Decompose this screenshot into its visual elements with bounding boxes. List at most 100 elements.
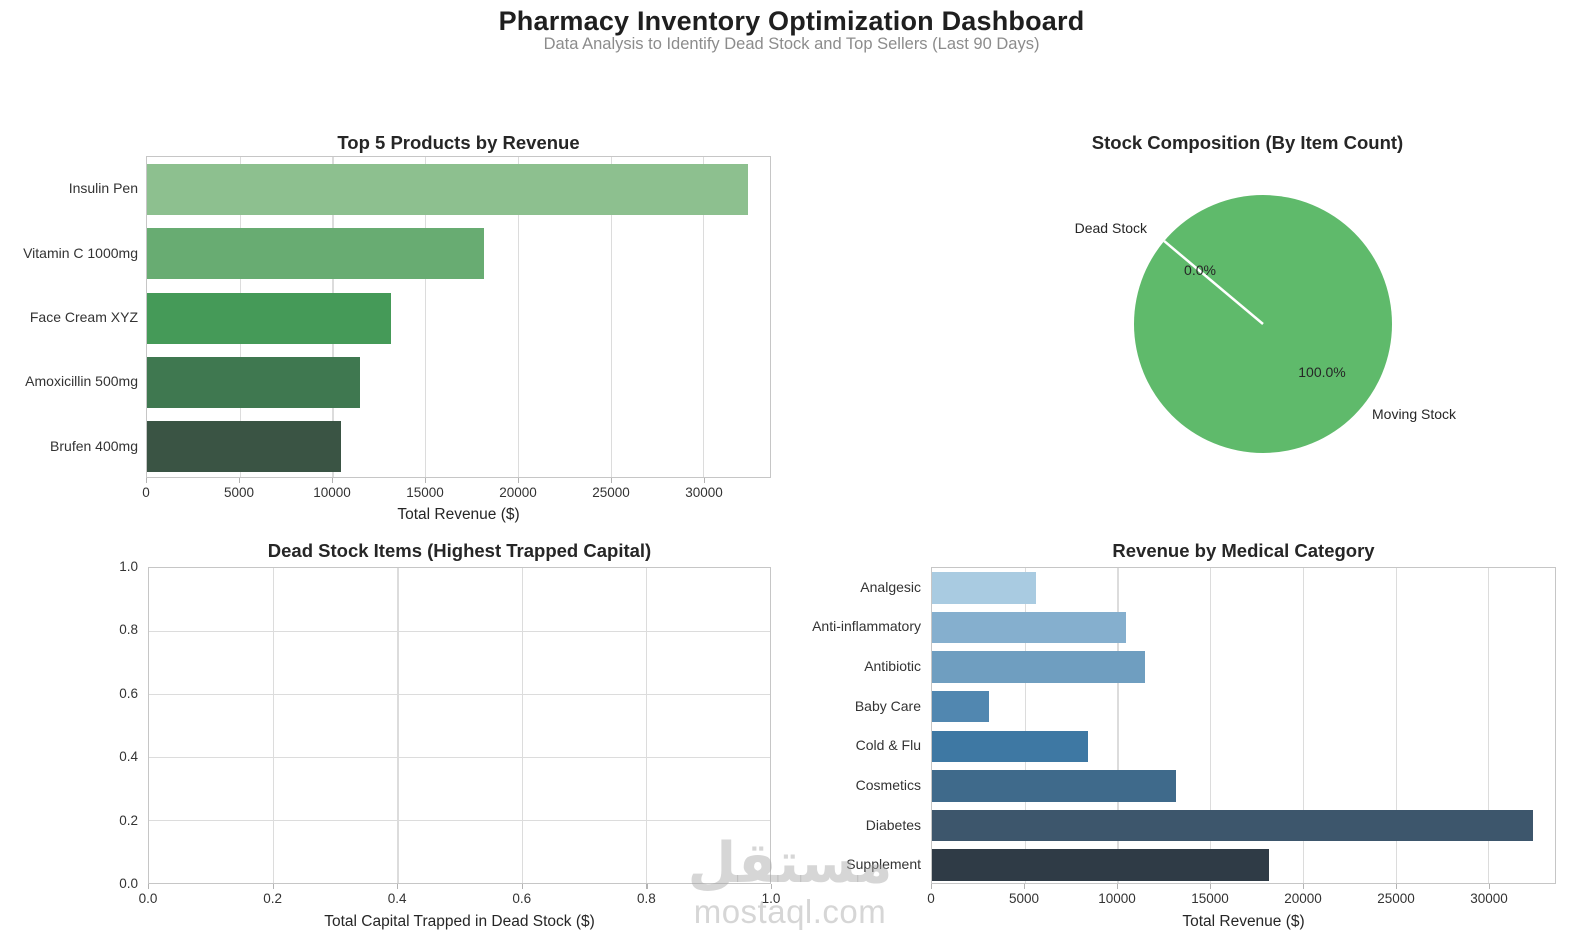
category-label: Antibiotic <box>864 658 921 675</box>
x-tick-mark <box>771 884 773 889</box>
x-tick-label: 20000 <box>1284 891 1322 906</box>
gridline <box>397 568 399 883</box>
category-label: Face Cream XYZ <box>29 308 138 325</box>
category-label: Cosmetics <box>855 776 921 793</box>
x-tick-mark <box>1303 884 1305 889</box>
gridline <box>703 157 705 477</box>
top-products-chart-title: Top 5 Products by Revenue <box>337 132 580 153</box>
x-tick-mark <box>611 478 613 483</box>
category-revenue-chart-title: Revenue by Medical Category <box>1112 540 1375 561</box>
dead-stock-slice-divider <box>1163 240 1264 325</box>
x-tick-label: 1.0 <box>761 891 781 906</box>
gridline <box>521 568 523 883</box>
x-tick-label: 0 <box>142 485 150 500</box>
stock-composition-pie <box>1134 195 1392 453</box>
x-tick-mark <box>1396 884 1398 889</box>
x-tick-label: 25000 <box>592 485 630 500</box>
x-tick-mark <box>1117 884 1119 889</box>
gridline <box>149 631 770 633</box>
category-label: Analgesic <box>860 578 921 595</box>
bar-face-cream-xyz <box>147 292 391 344</box>
bar-amoxicillin-500mg <box>147 356 361 408</box>
x-tick-mark <box>521 884 523 889</box>
x-tick-mark <box>1024 884 1026 889</box>
x-tick-mark <box>704 478 706 483</box>
bar-baby-care <box>932 690 990 723</box>
x-tick-mark <box>146 478 148 483</box>
x-tick-label: 30000 <box>685 485 723 500</box>
moving-stock-pct-label: 100.0% <box>1298 364 1346 380</box>
x-tick-mark <box>332 478 334 483</box>
category-label: Cold & Flu <box>855 737 921 754</box>
x-tick-mark <box>148 884 150 889</box>
x-tick-label: 5000 <box>223 485 255 500</box>
dead-stock-x-axis-label: Total Capital Trapped in Dead Stock ($) <box>324 913 595 930</box>
x-tick-mark <box>646 884 648 889</box>
bar-analgesic <box>932 572 1036 604</box>
x-tick-mark <box>239 478 241 483</box>
category-label: Supplement <box>846 856 921 873</box>
category-label: Vitamin C 1000mg <box>23 244 138 261</box>
gridline <box>149 820 770 822</box>
gridline <box>517 157 520 477</box>
x-tick-label: 10000 <box>1098 891 1136 906</box>
bar-supplement <box>932 849 1269 881</box>
x-tick-mark <box>272 884 274 889</box>
moving-stock-slice-label: Moving Stock <box>1372 406 1457 422</box>
x-tick-mark <box>1489 884 1491 889</box>
category-label: Baby Care <box>854 697 921 714</box>
dead-stock-plot-area <box>148 567 771 884</box>
category-label: Insulin Pen <box>68 180 138 197</box>
gridline <box>1302 568 1305 883</box>
category-revenue-x-axis-label: Total Revenue ($) <box>1182 913 1305 930</box>
y-tick-label: 0.6 <box>119 685 138 701</box>
page-subtitle: Data Analysis to Identify Dead Stock and… <box>543 35 1040 53</box>
category-label: Brufen 400mg <box>50 437 138 454</box>
y-tick-label: 0.4 <box>119 749 138 765</box>
gridline <box>610 157 612 477</box>
x-tick-label: 30000 <box>1470 891 1508 906</box>
gridline <box>1024 568 1026 883</box>
category-label: Diabetes <box>865 816 921 833</box>
x-tick-label: 0 <box>927 891 935 906</box>
x-tick-label: 25000 <box>1377 891 1415 906</box>
x-tick-mark <box>425 478 427 483</box>
x-tick-label: 0.0 <box>138 891 158 906</box>
bar-diabetes <box>932 809 1533 842</box>
x-tick-label: 15000 <box>1191 891 1229 906</box>
x-tick-label: 10000 <box>313 485 351 500</box>
x-tick-label: 0.4 <box>387 891 407 906</box>
gridline <box>645 568 647 883</box>
gridline <box>149 694 770 696</box>
bar-anti-inflammatory <box>932 611 1126 644</box>
bar-vitamin-c-1000mg <box>147 228 484 280</box>
x-tick-mark <box>518 478 520 483</box>
page-title: Pharmacy Inventory Optimization Dashboar… <box>498 6 1085 36</box>
x-tick-label: 20000 <box>499 485 537 500</box>
x-tick-label: 15000 <box>406 485 444 500</box>
stock-composition-chart-title: Stock Composition (By Item Count) <box>1091 132 1404 153</box>
gridline <box>149 757 770 759</box>
y-tick-label: 0.8 <box>119 622 138 638</box>
dead-stock-pct-label: 0.0% <box>1184 262 1216 278</box>
x-tick-mark <box>1210 884 1212 889</box>
category-label: Amoxicillin 500mg <box>25 373 138 390</box>
y-tick-label: 0.2 <box>119 812 138 828</box>
gridline <box>1117 568 1119 883</box>
bar-cosmetics <box>932 770 1176 802</box>
x-tick-mark <box>397 884 399 889</box>
gridline <box>425 157 427 477</box>
bar-cold-flu <box>932 730 1088 763</box>
y-tick-label: 0.0 <box>119 876 138 891</box>
category-revenue-plot-area <box>931 567 1556 884</box>
gridline <box>1210 568 1212 883</box>
y-tick-label: 1.0 <box>119 559 138 574</box>
bar-antibiotic <box>932 651 1146 683</box>
bar-insulin-pen <box>147 163 748 215</box>
x-tick-label: 0.8 <box>637 891 656 906</box>
category-label: Anti-inflammatory <box>812 618 921 635</box>
dead-stock-slice-label: Dead Stock <box>1074 220 1147 236</box>
x-tick-mark <box>931 884 933 889</box>
gridline <box>1395 568 1397 883</box>
